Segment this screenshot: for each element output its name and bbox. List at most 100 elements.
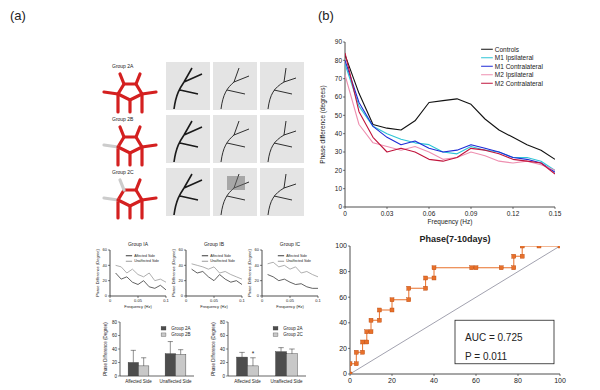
marker <box>407 298 411 302</box>
legend-swatch <box>161 333 166 337</box>
y-tick <box>108 280 110 281</box>
y-tick <box>343 42 345 43</box>
marker <box>361 340 365 344</box>
y-axis-label: Phase Difference (Degree) <box>247 249 252 297</box>
y-tick <box>226 322 228 323</box>
legend-swatch <box>126 261 132 262</box>
error-bar <box>141 358 146 366</box>
y-axis <box>110 250 111 296</box>
y-tick-label: 60 <box>103 247 108 252</box>
annotation: P = 0.011 <box>465 351 508 362</box>
y-tick-label: 20 <box>179 278 184 283</box>
vessel-image <box>221 121 249 162</box>
y-tick <box>260 250 262 251</box>
legend-swatch <box>481 49 493 50</box>
y-axis-label: Phase Difference (Degree) <box>211 322 216 376</box>
legend-swatch <box>481 66 493 67</box>
marker <box>365 330 369 334</box>
y-tick-label: 40 <box>179 263 184 268</box>
x-tick-label: 60 <box>472 377 480 384</box>
series-group <box>237 348 298 376</box>
annotation: AUC = 0.725 <box>465 332 523 343</box>
vessel <box>120 74 124 84</box>
vessel <box>104 198 118 200</box>
vessel-schematic: Group 2A <box>104 63 156 112</box>
x-tick <box>350 374 351 376</box>
x-tick <box>560 374 561 376</box>
y-tick-label: 80 <box>112 320 118 325</box>
y-tick-label: 60 <box>255 247 260 252</box>
vessel <box>104 145 118 147</box>
angiogram <box>260 168 304 216</box>
y-tick <box>118 349 120 350</box>
y-tick-label: 0 <box>114 374 117 379</box>
y-tick <box>108 250 110 251</box>
legend-entry: Unaffected Side <box>134 259 159 263</box>
marker <box>558 246 560 248</box>
y-tick <box>118 362 120 363</box>
marker <box>350 362 352 366</box>
y-tick-label: 20 <box>255 278 260 283</box>
vessel <box>116 200 119 218</box>
legend-swatch <box>161 326 166 330</box>
x-axis <box>345 207 555 208</box>
legend-entry: M2 Ipsilateral <box>495 71 534 79</box>
vessel <box>118 84 142 94</box>
y-axis-label: Phase Difference (Degree) <box>95 249 100 297</box>
series-group <box>268 262 318 288</box>
series-group <box>192 264 242 285</box>
series-group <box>345 53 555 174</box>
x-tick-label: 0 <box>343 210 347 217</box>
vessel <box>104 92 118 94</box>
y-tick <box>184 250 186 251</box>
vessel <box>116 147 119 165</box>
x-tick-label: 40 <box>430 377 438 384</box>
x-axis <box>350 374 560 375</box>
angiogram <box>213 115 257 163</box>
y-tick-label: 0 <box>222 374 225 379</box>
y-tick <box>343 133 345 134</box>
legend-entry: M1 Ipsilateral <box>495 54 534 62</box>
y-tick <box>260 265 262 266</box>
y-tick <box>343 97 345 98</box>
y-axis <box>350 246 351 374</box>
marker <box>365 340 369 344</box>
marker <box>512 266 516 270</box>
x-tick-label: 0.03 <box>381 210 394 217</box>
y-tick <box>348 246 350 247</box>
x-tick-label: 0.06 <box>423 210 436 217</box>
error-bar <box>168 342 173 354</box>
error-bar <box>239 352 244 357</box>
vessel-image <box>268 174 296 215</box>
legend-entry: Group 2B <box>171 332 190 337</box>
angiogram-frame <box>260 168 304 216</box>
x-tick-label: Unaffected Side <box>160 379 192 384</box>
y-tick <box>348 271 350 272</box>
y-tick-label: 0 <box>257 293 260 298</box>
marker <box>354 362 358 366</box>
y-axis <box>186 250 187 296</box>
y-tick <box>226 335 228 336</box>
vessel <box>128 153 131 165</box>
series-line <box>345 75 555 170</box>
error-bar <box>278 348 283 352</box>
vessel <box>116 94 119 112</box>
x-tick-label: 0.1 <box>239 298 245 303</box>
legend-entry: M1 Contralateral <box>495 63 544 70</box>
legend-swatch <box>202 255 208 256</box>
x-tick-label: Affected Side <box>234 379 261 384</box>
legend-entry: Unaffected Side <box>286 259 311 263</box>
vessel <box>136 127 140 137</box>
series-line <box>192 264 242 279</box>
marker <box>470 266 474 270</box>
x-tick-label: 100 <box>554 377 566 384</box>
error-bar <box>131 350 136 362</box>
legend-swatch <box>481 57 493 58</box>
y-tick <box>343 170 345 171</box>
marker <box>350 372 352 374</box>
angiogram <box>260 115 304 163</box>
vessel <box>140 94 143 112</box>
y-tick <box>226 349 228 350</box>
x-axis-label: Frequency (Hz) <box>428 218 473 226</box>
bar <box>128 363 138 377</box>
